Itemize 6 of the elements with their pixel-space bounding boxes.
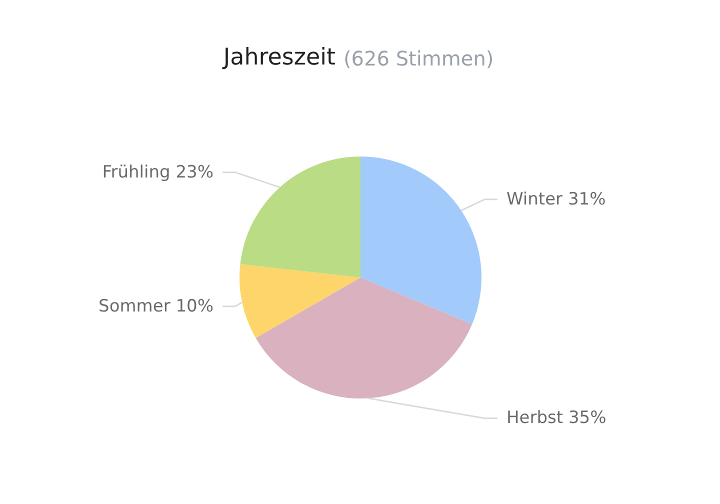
slice-label: Herbst 35%: [506, 408, 606, 428]
slice-label: Frühling 23%: [102, 162, 214, 182]
slice-label: Winter 31%: [506, 189, 606, 210]
chart-title: Jahreszeit: [221, 44, 336, 70]
chart-subtitle: (626 Stimmen): [344, 46, 494, 70]
slice-label: Sommer 10%: [98, 296, 214, 316]
